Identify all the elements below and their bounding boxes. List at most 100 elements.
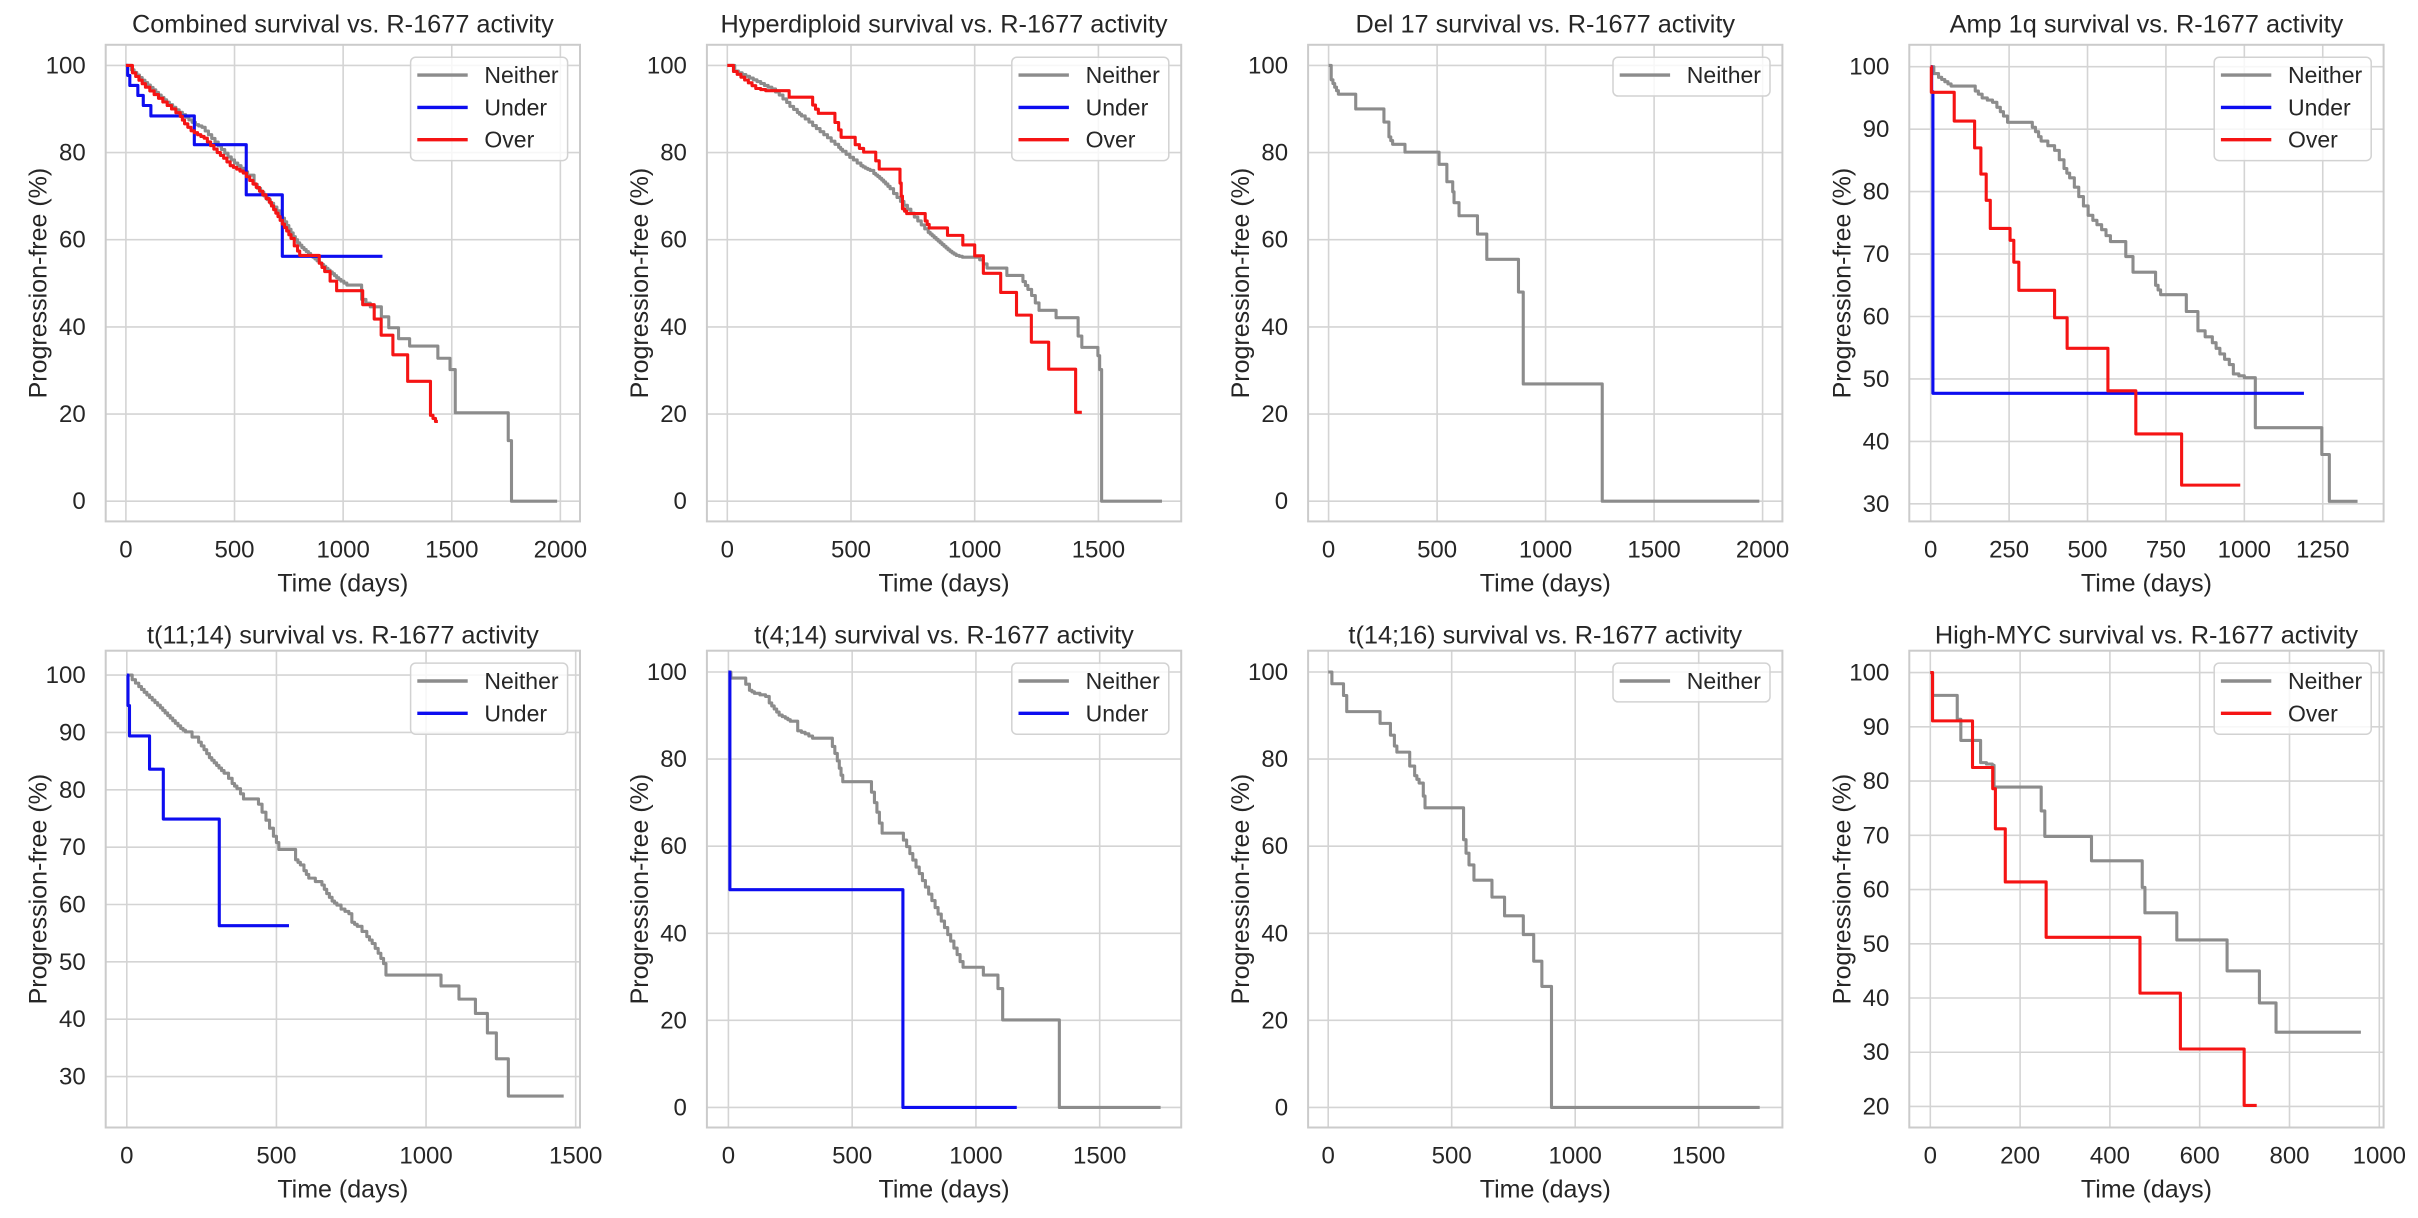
svg-text:0: 0: [1275, 1094, 1288, 1121]
svg-text:60: 60: [59, 892, 86, 919]
svg-text:Amp 1q survival vs. R-1677 act: Amp 1q survival vs. R-1677 activity: [1950, 11, 2344, 39]
svg-text:60: 60: [1863, 877, 1890, 904]
svg-text:Time (days): Time (days): [879, 1176, 1010, 1204]
svg-text:100: 100: [46, 662, 86, 689]
svg-text:100: 100: [647, 659, 687, 686]
svg-text:Progression-free (%): Progression-free (%): [626, 168, 654, 399]
svg-text:40: 40: [660, 920, 687, 947]
svg-text:50: 50: [59, 949, 86, 976]
svg-text:30: 30: [59, 1064, 86, 1091]
svg-text:Neither: Neither: [1086, 668, 1160, 694]
svg-text:0: 0: [1322, 1143, 1335, 1170]
svg-text:500: 500: [831, 536, 871, 563]
svg-text:100: 100: [46, 52, 86, 79]
svg-text:Neither: Neither: [1086, 62, 1160, 88]
svg-text:90: 90: [59, 719, 86, 746]
svg-text:Progression-free (%): Progression-free (%): [1828, 168, 1856, 399]
svg-text:50: 50: [1863, 366, 1890, 393]
svg-text:1000: 1000: [948, 536, 1001, 563]
svg-text:40: 40: [1261, 314, 1288, 341]
svg-text:Neither: Neither: [2288, 62, 2362, 88]
svg-text:Time (days): Time (days): [1480, 569, 1611, 597]
svg-text:20: 20: [660, 1007, 687, 1034]
svg-text:Progression-free (%): Progression-free (%): [1227, 774, 1255, 1005]
svg-text:250: 250: [1989, 536, 2029, 563]
svg-text:Neither: Neither: [1687, 62, 1761, 88]
svg-text:750: 750: [2146, 536, 2186, 563]
svg-text:80: 80: [660, 140, 687, 167]
svg-text:Progression-free (%): Progression-free (%): [1227, 168, 1255, 399]
svg-text:0: 0: [120, 1143, 133, 1170]
svg-text:1000: 1000: [1519, 536, 1572, 563]
svg-text:1500: 1500: [1627, 536, 1680, 563]
svg-text:High-MYC survival vs. R-1677 a: High-MYC survival vs. R-1677 activity: [1935, 622, 2358, 650]
svg-text:100: 100: [1248, 659, 1288, 686]
svg-text:Neither: Neither: [484, 668, 558, 694]
svg-text:90: 90: [1863, 116, 1890, 143]
svg-text:Under: Under: [1086, 700, 1149, 726]
svg-text:Over: Over: [1086, 127, 1136, 153]
svg-text:Progression-free (%): Progression-free (%): [626, 774, 654, 1005]
svg-text:500: 500: [1432, 1143, 1472, 1170]
svg-text:0: 0: [1924, 536, 1937, 563]
svg-text:60: 60: [660, 227, 687, 254]
svg-text:1250: 1250: [2296, 536, 2349, 563]
svg-text:500: 500: [1417, 536, 1457, 563]
svg-text:0: 0: [1322, 536, 1335, 563]
svg-text:20: 20: [660, 401, 687, 428]
svg-text:80: 80: [1261, 746, 1288, 773]
svg-text:Over: Over: [2288, 700, 2338, 726]
svg-text:30: 30: [1863, 1039, 1890, 1066]
svg-text:t(14;16) survival vs. R-1677 a: t(14;16) survival vs. R-1677 activity: [1348, 622, 1742, 650]
svg-text:0: 0: [1275, 488, 1288, 515]
svg-text:Under: Under: [484, 94, 547, 120]
svg-text:Neither: Neither: [2288, 668, 2362, 694]
svg-text:0: 0: [674, 488, 687, 515]
svg-text:0: 0: [119, 536, 132, 563]
svg-text:1500: 1500: [425, 536, 478, 563]
svg-text:20: 20: [59, 401, 86, 428]
svg-text:20: 20: [1863, 1093, 1890, 1120]
svg-text:20: 20: [1261, 1007, 1288, 1034]
svg-text:Del 17 survival vs. R-1677 act: Del 17 survival vs. R-1677 activity: [1355, 11, 1735, 39]
svg-text:1000: 1000: [2353, 1143, 2406, 1170]
svg-text:40: 40: [59, 1006, 86, 1033]
svg-text:1500: 1500: [549, 1143, 602, 1170]
svg-text:30: 30: [1863, 491, 1890, 518]
svg-text:40: 40: [1863, 985, 1890, 1012]
svg-text:1000: 1000: [2218, 536, 2271, 563]
svg-text:500: 500: [2067, 536, 2107, 563]
svg-text:Time (days): Time (days): [277, 569, 408, 597]
svg-text:0: 0: [1924, 1143, 1937, 1170]
svg-text:80: 80: [59, 140, 86, 167]
svg-text:1000: 1000: [949, 1143, 1002, 1170]
svg-text:1500: 1500: [1072, 536, 1125, 563]
svg-text:500: 500: [214, 536, 254, 563]
svg-text:800: 800: [2269, 1143, 2309, 1170]
svg-text:Under: Under: [1086, 94, 1149, 120]
svg-text:100: 100: [1248, 52, 1288, 79]
svg-text:1000: 1000: [1549, 1143, 1602, 1170]
svg-text:40: 40: [59, 314, 86, 341]
svg-text:Time (days): Time (days): [277, 1176, 408, 1204]
svg-text:0: 0: [722, 1143, 735, 1170]
svg-text:t(11;14) survival vs. R-1677 a: t(11;14) survival vs. R-1677 activity: [147, 622, 539, 650]
svg-text:70: 70: [59, 834, 86, 861]
svg-text:Under: Under: [2288, 94, 2351, 120]
svg-text:100: 100: [647, 52, 687, 79]
svg-text:60: 60: [660, 833, 687, 860]
svg-text:Progression-free (%): Progression-free (%): [25, 774, 53, 1005]
svg-text:80: 80: [59, 777, 86, 804]
svg-text:60: 60: [1261, 833, 1288, 860]
svg-text:t(4;14) survival vs. R-1677 ac: t(4;14) survival vs. R-1677 activity: [754, 622, 1134, 650]
svg-text:1000: 1000: [399, 1143, 452, 1170]
svg-text:100: 100: [1849, 54, 1889, 81]
svg-text:600: 600: [2180, 1143, 2220, 1170]
svg-text:50: 50: [1863, 931, 1890, 958]
svg-text:0: 0: [721, 536, 734, 563]
svg-text:0: 0: [674, 1094, 687, 1121]
svg-text:Time (days): Time (days): [879, 569, 1010, 597]
svg-text:60: 60: [59, 227, 86, 254]
svg-text:60: 60: [1863, 304, 1890, 331]
svg-text:Time (days): Time (days): [1480, 1176, 1611, 1204]
